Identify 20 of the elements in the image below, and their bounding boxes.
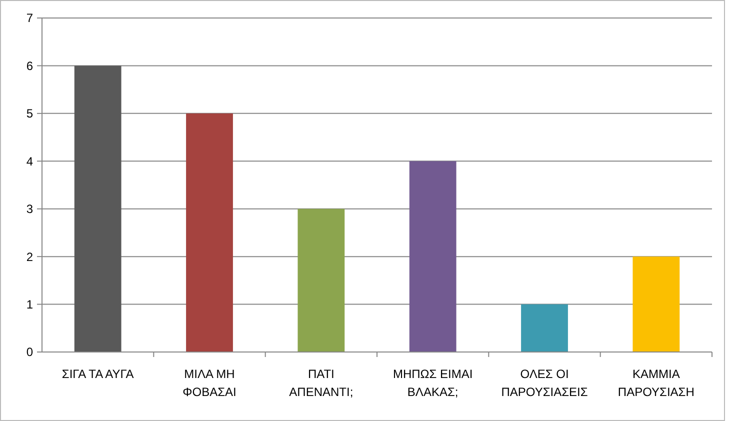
x-tick-label: ΚΑΜΜΙΑ ΠΑΡΟΥΣΙΑΣΗ bbox=[618, 367, 694, 399]
y-tick-label: 6 bbox=[26, 58, 34, 73]
x-tick-label: ΜΗΠΩΣ ΕΙΜΑΙ ΒΛΑΚΑΣ; bbox=[392, 367, 473, 399]
bar bbox=[74, 66, 122, 352]
x-tick-label: ΠΑΤΙ ΑΠΕΝΑΝΤΙ; bbox=[289, 367, 354, 399]
x-tick-label: ΣΙΓΑ ΤΑ ΑΥΓΑ bbox=[62, 367, 134, 381]
bar bbox=[409, 161, 456, 352]
y-tick-label: 1 bbox=[26, 297, 34, 312]
bar bbox=[186, 113, 233, 352]
y-tick-label: 4 bbox=[26, 154, 34, 168]
y-tick-label: 5 bbox=[26, 106, 34, 121]
y-tick-label: 2 bbox=[26, 250, 34, 264]
x-tick-label: ΜΙΛΑ ΜΗ ΦΟΒΑΣΑΙ bbox=[182, 367, 236, 399]
bar bbox=[521, 304, 568, 352]
x-tick-label: ΟΛΕΣ ΟΙ ΠΑΡΟΥΣΙΑΣΕΙΣ bbox=[501, 367, 588, 399]
y-tick-label: 0 bbox=[26, 345, 34, 360]
bar bbox=[298, 208, 345, 352]
y-tick-label: 7 bbox=[26, 11, 34, 26]
y-tick-label: 3 bbox=[26, 202, 34, 216]
bar bbox=[632, 256, 680, 352]
